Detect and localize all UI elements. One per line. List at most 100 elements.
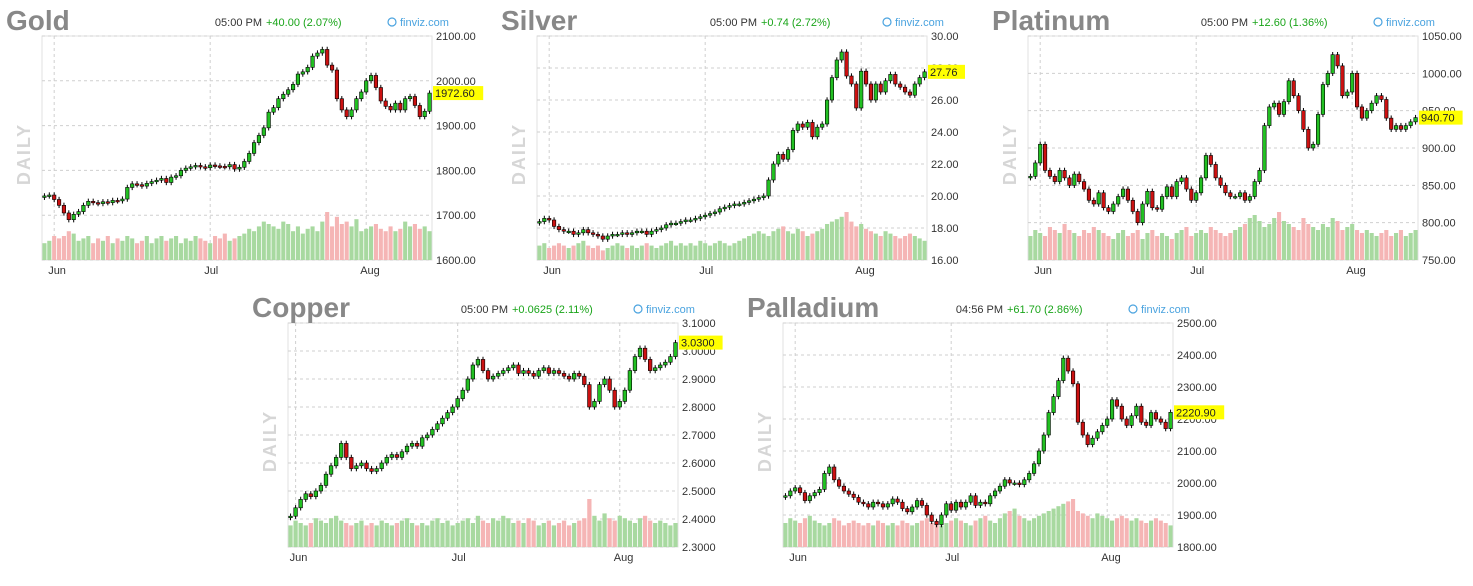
finviz-brand-link[interactable]: finviz.com (400, 17, 449, 29)
volume-bar (1072, 233, 1077, 260)
volume-bar (1027, 520, 1032, 547)
volume-bar (610, 245, 615, 260)
candle (1369, 100, 1374, 114)
volume-bar (600, 250, 605, 260)
volume-bar (1408, 233, 1413, 260)
candle (871, 499, 876, 510)
finviz-brand-link[interactable]: finviz.com (895, 17, 944, 29)
volume-bar (227, 240, 232, 260)
volume-bar (864, 228, 869, 260)
candle (581, 226, 586, 236)
candle (420, 435, 425, 449)
volume-bar (566, 248, 571, 260)
volume-bar (888, 233, 893, 260)
volume-bar (1179, 230, 1184, 260)
volume-bar (125, 236, 130, 260)
candle (802, 489, 807, 504)
candle (521, 367, 526, 377)
candle (1086, 186, 1091, 203)
candle (1017, 480, 1022, 488)
candle (435, 421, 440, 433)
candle (295, 71, 300, 88)
volume-bar (183, 238, 188, 260)
last-price-label: 940.70 (1421, 113, 1455, 125)
candle (1320, 81, 1325, 118)
candle (237, 164, 242, 172)
candle (1057, 167, 1062, 185)
volume-bar (1150, 230, 1155, 260)
candle (344, 440, 349, 461)
x-tick-label: Jun (1034, 265, 1052, 277)
platinum-chart-panel: 1050.001000.00950.00900.00850.00800.0075… (986, 0, 1472, 280)
volume-bar (1277, 212, 1282, 260)
finviz-logo-icon (1373, 17, 1383, 27)
candle (178, 167, 183, 179)
volume-bar (1061, 503, 1066, 547)
candle (86, 198, 91, 209)
volume-bar (47, 240, 52, 260)
candle (1051, 393, 1056, 416)
volume-bar (303, 525, 308, 547)
candle (1124, 416, 1129, 429)
candle (1335, 51, 1340, 69)
volume-bar (595, 245, 600, 260)
candle (566, 228, 571, 234)
candle (537, 218, 542, 226)
volume-bar (632, 523, 638, 547)
volume-bar (1106, 236, 1111, 260)
finviz-brand-link[interactable]: finviz.com (646, 304, 695, 316)
candle (403, 96, 408, 113)
candle (339, 440, 344, 461)
candle (983, 499, 988, 507)
volume-bar (399, 520, 405, 547)
candle (425, 432, 430, 441)
volume-bar (673, 245, 678, 260)
volume-bar (305, 228, 310, 260)
volume-bar (440, 523, 445, 547)
candle (369, 465, 374, 475)
volume-bar (1101, 233, 1106, 260)
volume-bar (924, 518, 929, 547)
plot-area (536, 35, 928, 261)
x-tick-label: Aug (1346, 265, 1366, 277)
volume-bar (854, 226, 859, 260)
volume-bar (954, 518, 959, 547)
volume-bar (844, 212, 849, 260)
y-tick-label: 2.7000 (682, 430, 716, 442)
candle (1002, 477, 1007, 489)
last-price-marker (928, 64, 965, 79)
candle (839, 49, 844, 63)
candle (81, 202, 86, 215)
candle (354, 96, 359, 113)
volume-bar (344, 523, 349, 547)
volume-bar (1095, 513, 1100, 547)
finviz-brand-link[interactable]: finviz.com (1386, 17, 1435, 29)
candle (1168, 409, 1173, 432)
candle (330, 62, 335, 73)
volume-bar (1301, 218, 1306, 260)
candle (159, 175, 164, 183)
volume-bar (607, 518, 612, 547)
volume-bar (1384, 230, 1389, 260)
candle (71, 211, 76, 223)
volume-bar (873, 233, 878, 260)
candle (266, 109, 271, 131)
y-tick-label: 16.00 (931, 255, 959, 267)
volume-bar (1174, 233, 1179, 260)
candle (849, 73, 854, 87)
candle (135, 181, 140, 188)
candle (440, 415, 445, 427)
volume-bar (394, 523, 400, 547)
candle (315, 50, 320, 59)
volume-bar (963, 523, 968, 547)
volume-bar (320, 221, 325, 260)
finviz-brand-link[interactable]: finviz.com (1141, 304, 1190, 316)
volume-bar (422, 226, 427, 260)
volume-bar (859, 224, 864, 260)
volume-bar (354, 219, 359, 260)
volume-bar (164, 240, 169, 260)
volume-bar (592, 515, 597, 547)
volume-bar (344, 221, 349, 260)
candle (1149, 409, 1154, 429)
volume-bar (213, 236, 218, 260)
